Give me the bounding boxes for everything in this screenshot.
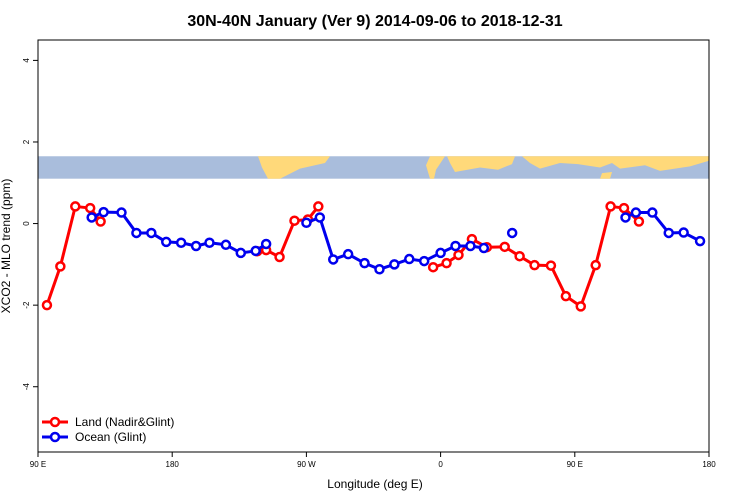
data-point (450, 240, 461, 252)
data-point (70, 201, 81, 212)
legend-land-marker (49, 416, 61, 428)
data-point (55, 261, 66, 272)
map-land (447, 156, 515, 172)
data-point (694, 235, 706, 247)
data-point (160, 236, 172, 248)
data-point (204, 237, 215, 248)
data-point (499, 241, 510, 253)
map-land (522, 156, 709, 171)
data-point (289, 215, 300, 226)
data-point (545, 260, 557, 271)
data-point (359, 257, 370, 269)
data-point (418, 255, 430, 267)
x-tick-label: 90 E (567, 460, 583, 469)
x-axis-label: Longitude (deg E) (327, 477, 422, 491)
series-ocean (86, 206, 706, 275)
data-point (427, 261, 439, 273)
data-point (190, 240, 202, 252)
data-point (453, 249, 464, 261)
data-point (633, 216, 645, 227)
data-point (560, 290, 572, 302)
legend-land-label: Land (Nadir&Glint) (75, 415, 174, 429)
series-line (432, 204, 640, 308)
legend: Land (Nadir&Glint) Ocean (Glint) (42, 415, 174, 444)
data-point (618, 202, 630, 214)
data-point (274, 251, 285, 263)
y-tick-label: -2 (22, 301, 31, 309)
series-layer (41, 201, 706, 312)
data-point (313, 201, 324, 212)
data-point (575, 301, 587, 312)
y-tick-label: -4 (22, 383, 31, 391)
data-point (435, 247, 446, 259)
data-point (605, 201, 616, 212)
map-land (426, 156, 445, 179)
data-point (514, 250, 525, 262)
data-point (146, 227, 157, 239)
legend-ocean-label: Ocean (Glint) (75, 430, 146, 444)
data-point (131, 227, 142, 239)
data-point (301, 217, 312, 228)
data-point (590, 259, 601, 271)
data-point (465, 240, 476, 252)
chart-title: 30N-40N January (Ver 9) 2014-09-06 to 20… (187, 13, 562, 30)
axes: 90 E 180 90 W 0 90 E 180 -4 -2 0 2 4 (22, 58, 716, 469)
data-point (620, 212, 631, 223)
data-point (95, 216, 106, 227)
world-map-strip (38, 156, 709, 179)
data-point (647, 207, 658, 218)
data-point (374, 264, 385, 275)
data-point (220, 239, 232, 251)
plot-frame (37, 39, 710, 453)
x-tick-label: 0 (438, 460, 443, 469)
data-point (175, 237, 187, 248)
data-point (314, 212, 326, 223)
map-land (258, 156, 330, 179)
x-tick-label: 90 E (30, 460, 46, 469)
data-point (529, 259, 540, 271)
data-point (506, 227, 518, 239)
data-point (478, 242, 490, 254)
data-point (41, 299, 53, 311)
data-point (404, 253, 415, 265)
y-tick-label: 2 (22, 139, 31, 144)
y-tick-label: 4 (22, 58, 31, 63)
y-tick-label: 0 (22, 221, 31, 226)
data-point (98, 206, 109, 218)
data-point (235, 247, 247, 259)
x-tick-label: 180 (166, 460, 180, 469)
y-axis-label: XCO2 - MLO trend (ppm) (0, 179, 13, 314)
data-point (250, 245, 261, 257)
data-point (389, 259, 400, 270)
data-point (678, 227, 689, 238)
data-point (441, 257, 452, 269)
data-point (260, 238, 272, 250)
data-point (84, 202, 96, 214)
series-land (41, 201, 645, 312)
data-point (86, 212, 97, 223)
data-point (116, 207, 127, 218)
data-point (327, 254, 339, 265)
data-point (663, 227, 674, 239)
x-tick-label: 180 (702, 460, 716, 469)
map-land (600, 171, 612, 179)
x-tick-label: 90 W (297, 460, 316, 469)
data-point (630, 207, 642, 218)
data-point (342, 248, 354, 260)
legend-ocean-marker (49, 431, 61, 443)
